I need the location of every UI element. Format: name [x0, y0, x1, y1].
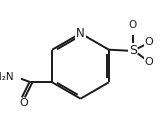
Text: H₂N: H₂N: [0, 72, 13, 82]
Text: O: O: [145, 37, 153, 47]
Text: O: O: [145, 57, 153, 67]
Text: N: N: [76, 27, 85, 40]
Text: O: O: [129, 20, 137, 30]
Text: O: O: [19, 98, 28, 108]
Text: S: S: [129, 44, 137, 57]
